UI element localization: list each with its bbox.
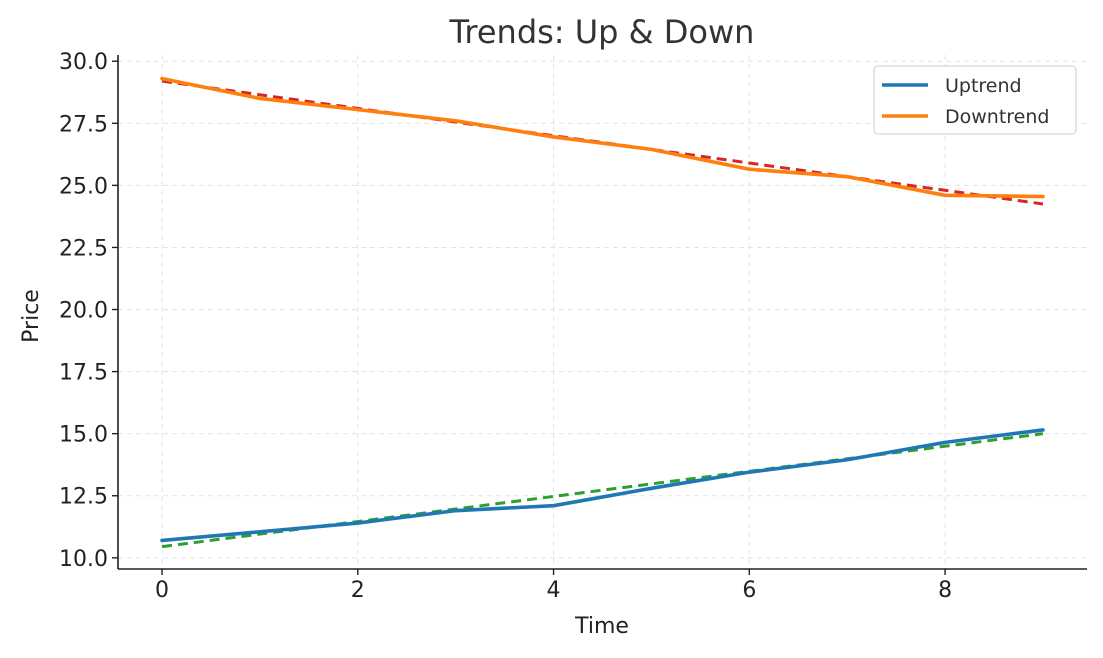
x-ticks: 0 2 4 6 8: [155, 569, 952, 603]
x-tick-label: 0: [155, 578, 169, 603]
x-tick-label: 8: [938, 578, 952, 603]
y-tick-label: 12.5: [59, 485, 108, 510]
y-tick-label: 25.0: [59, 174, 108, 199]
x-tick-label: 6: [742, 578, 756, 603]
series-line-uptrend: [162, 430, 1043, 540]
legend-label-downtrend: Downtrend: [945, 106, 1049, 128]
y-tick-label: 22.5: [59, 236, 108, 261]
legend: Uptrend Downtrend: [874, 66, 1076, 134]
y-tick-label: 15.0: [59, 423, 108, 448]
x-tick-label: 4: [547, 578, 561, 603]
y-tick-label: 20.0: [59, 299, 108, 324]
chart-title: Trends: Up & Down: [449, 13, 755, 51]
x-axis-title: Time: [574, 614, 629, 639]
y-axis-title: Price: [19, 289, 44, 343]
legend-label-uptrend: Uptrend: [945, 75, 1022, 97]
x-tick-label: 2: [351, 578, 365, 603]
y-ticks: 10.0 12.5 15.0 17.5 20.0 22.5 25.0 27.5 30.0: [59, 50, 118, 572]
y-tick-label: 10.0: [59, 547, 108, 572]
y-tick-label: 17.5: [59, 361, 108, 386]
y-tick-label: 30.0: [59, 50, 108, 75]
trend-lines: [162, 81, 1043, 547]
y-tick-label: 27.5: [59, 112, 108, 137]
